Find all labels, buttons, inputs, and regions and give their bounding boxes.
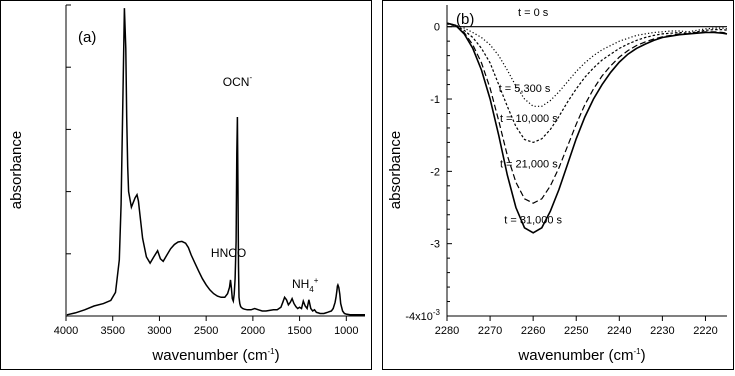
panel-b-curves [446, 22, 728, 234]
panel-b: t = 0 s t = 5,300 s t = 10,000 s t = 21,000… [382, 0, 734, 370]
panel-a-annotations: OCN- HNCO NH4+ [211, 73, 319, 294]
panel-b-series-label: t = 5,300 s [499, 83, 551, 95]
panel-a-spectrum-line [66, 8, 365, 316]
panel-a-annotation: OCN- [223, 73, 253, 89]
panel-a-annotation: NH4+ [292, 276, 319, 294]
panel-a-x-tick-label: 2500 [194, 325, 218, 337]
panel-b-y-tick-label: -2 [430, 166, 440, 178]
panel-b-y-tick-label: -3 [430, 239, 440, 251]
panel-a-y-axis-label: absorbance [8, 131, 25, 209]
panel-a-x-tick-labels: 4000 3500 3000 2500 2000 1500 1000 [54, 325, 359, 337]
panel-b-x-tick-label: 2250 [564, 325, 588, 337]
panel-a-x-axis-label: wavenumber (cm-1) [151, 347, 279, 364]
panel-a: (a) OCN- HNCO NH4+ 4000 3500 3000 2500 2000 150… [0, 0, 372, 370]
panel-a-x-tick-label: 4000 [54, 325, 78, 337]
panel-b-axes [446, 5, 727, 321]
panel-b-x-tick-labels: 2280 2270 2260 2250 2240 2230 2220 [435, 325, 718, 337]
panel-b-x-tick-label: 2260 [521, 325, 545, 337]
panel-a-x-tick-label: 2000 [241, 325, 265, 337]
panel-b-y-axis-label: absorbance [387, 131, 404, 209]
panel-b-series-labels: t = 0 s t = 5,300 s t = 10,000 s t = 21,000… [499, 7, 563, 227]
panel-b-x-axis-label: wavenumber (cm-1) [517, 347, 645, 364]
panel-b-series-line [446, 23, 728, 144]
panel-b-x-tick-label: 2240 [607, 325, 631, 337]
panel-a-frame [0, 0, 372, 370]
panel-b-frame [382, 0, 734, 370]
panel-a-x-tick-label: 3500 [100, 325, 124, 337]
panel-a-x-tick-label: 3000 [147, 325, 171, 337]
panel-a-label: (a) [78, 29, 96, 46]
panel-b-y-tick-labels: 0 -1 -2 -3 -4x10-3 [405, 22, 440, 323]
panel-b-x-tick-label: 2220 [693, 325, 717, 337]
panel-b-y-tick-label: -4x10-3 [405, 308, 440, 323]
panel-a-axes [65, 4, 365, 321]
panel-b-series-line [446, 22, 728, 234]
panel-b-x-tick-label: 2230 [650, 325, 674, 337]
panel-a-x-tick-label: 1500 [287, 325, 311, 337]
panel-b-series-label: t = 21,000 s [500, 159, 558, 171]
panel-a-x-tick-label: 1000 [334, 325, 358, 337]
panel-b-x-tick-label: 2270 [478, 325, 502, 337]
panel-b-series-label: t = 31,000 s [504, 214, 562, 226]
panel-a-annotation: HNCO [211, 246, 246, 260]
panel-b-series-label: t = 0 s [518, 7, 549, 19]
panel-b-x-tick-label: 2280 [435, 325, 459, 337]
panel-b-y-tick-label: 0 [434, 22, 440, 34]
panel-b-y-tick-label: -1 [430, 94, 440, 106]
panel-b-label: (b) [456, 11, 474, 28]
panel-b-series-label: t = 10,000 s [500, 113, 558, 125]
